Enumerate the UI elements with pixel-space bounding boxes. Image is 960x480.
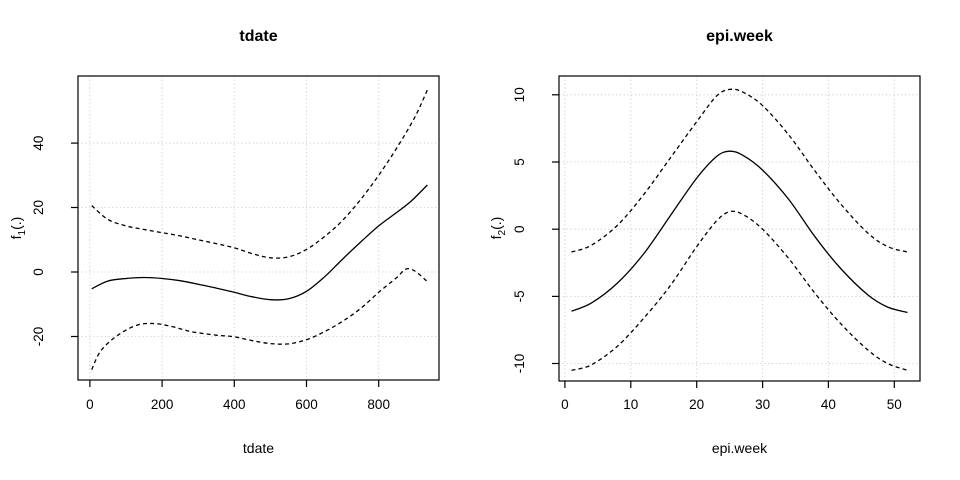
y-tick-label: 5: [512, 158, 527, 166]
y-tick-label: -20: [31, 327, 46, 347]
panel-epiweek-yaxis-label: f2(.): [488, 217, 508, 240]
x-tick-label: 0: [561, 397, 569, 412]
series-lower-ci: [571, 210, 908, 371]
panel-epiweek-title: epi.week: [706, 28, 773, 45]
ylabel-subscript: 1: [16, 229, 28, 236]
x-tick-label: 200: [151, 397, 174, 412]
y-axis: -10 -5 0 5 10: [512, 87, 559, 373]
series-fit: [91, 184, 428, 301]
ylabel-subscript: 2: [496, 229, 508, 236]
x-tick-label: 30: [755, 397, 770, 412]
panel-tdate-xaxis-label: tdate: [242, 440, 275, 456]
panel-tdate-title: tdate: [239, 28, 278, 45]
x-tick-label: 800: [367, 397, 390, 412]
y-tick-label: -5: [512, 290, 527, 302]
y-tick-label: -10: [512, 354, 527, 374]
y-axis: -20 0 20 40: [31, 136, 78, 347]
x-tick-label: 0: [86, 397, 94, 412]
ylabel-base: f: [488, 235, 505, 240]
series-lower-ci: [91, 267, 428, 370]
y-tick-label: 10: [512, 87, 527, 102]
x-tick-label: 400: [223, 397, 246, 412]
x-axis: 0 10 20 30 40 50: [561, 381, 902, 412]
y-tick-label: 0: [512, 225, 527, 233]
plot-box: [77, 75, 440, 381]
x-tick-label: 50: [887, 397, 902, 412]
ylabel-base: f: [8, 235, 25, 240]
y-tick-label: 20: [31, 200, 46, 215]
series-upper-ci: [571, 88, 908, 253]
x-tick-label: 20: [689, 397, 704, 412]
panel-epi.week: 0 10 20 30 40 50 -10 -5 0 5 10: [512, 75, 921, 412]
grid: [559, 76, 920, 381]
ylabel-args: (.): [488, 216, 505, 230]
x-tick-label: 10: [623, 397, 638, 412]
x-tick-label: 600: [295, 397, 318, 412]
plot-box: [558, 75, 921, 382]
grid: [78, 76, 439, 380]
series-fit: [571, 150, 908, 314]
panel-tdate-yaxis-label: f1(.): [8, 217, 28, 240]
panel-epiweek-xaxis-label: epi.week: [711, 440, 768, 456]
series-upper-ci: [91, 89, 428, 259]
x-axis: 0 200 400 600 800: [86, 380, 390, 412]
x-tick-label: 40: [821, 397, 836, 412]
y-tick-label: 40: [31, 136, 46, 151]
y-tick-label: 0: [31, 268, 46, 276]
panel-tdate: 0 200 400 600 800 -20 0 20 40: [31, 75, 440, 412]
ylabel-args: (.): [8, 216, 25, 230]
